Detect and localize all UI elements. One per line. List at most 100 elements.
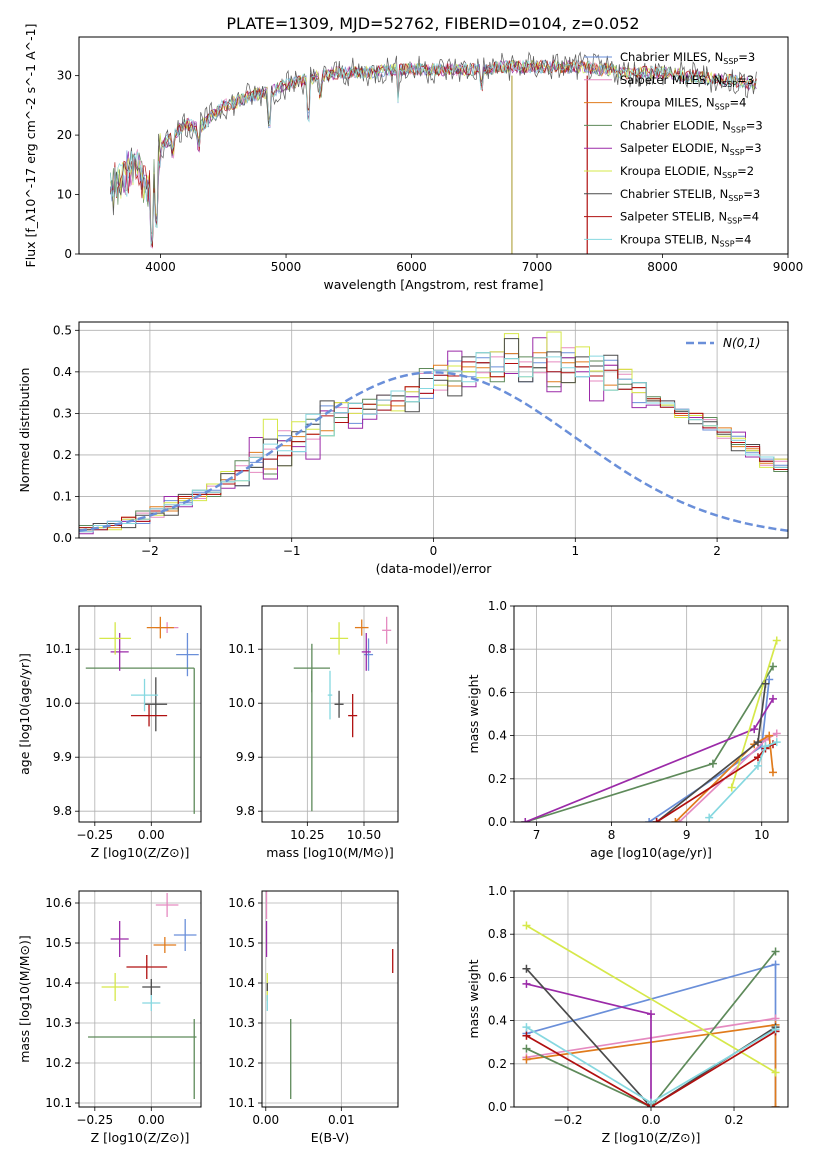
plot-area	[293, 616, 392, 812]
y-tick-label: 10.4	[45, 976, 72, 990]
x-tick-label: 0.0	[641, 1113, 660, 1127]
legend-label-n: N	[721, 141, 730, 155]
legend-label: Chabrier STELIB, NSSP=3	[620, 187, 760, 203]
y-tick-label: 10.1	[228, 1096, 255, 1110]
legend-label-val: =3	[745, 141, 762, 155]
x-tick-label: 6000	[396, 260, 427, 274]
y-tick-label: 10.0	[228, 696, 255, 710]
x-tick-label: 10.25	[290, 828, 324, 842]
y-tick-label: 0.5	[53, 323, 72, 337]
mass-weight-marker-kroupa_miles	[768, 768, 777, 777]
x-tick-label: 0.00	[138, 1113, 165, 1127]
histogram-step-kroupa_miles	[79, 352, 788, 538]
spectrum-line-chabrier_miles	[110, 59, 613, 248]
y-tick-label: 0.2	[488, 1057, 507, 1071]
histogram-step-salpeter_elodie	[79, 337, 788, 538]
y-tick-label: 10	[57, 188, 72, 202]
legend-label: Chabrier ELODIE, NSSP=3	[620, 118, 763, 134]
mass-weight-marker-salpeter_elodie	[522, 979, 531, 988]
plot-area	[85, 616, 199, 814]
legend-label-val: =3	[746, 118, 763, 132]
age-vs-metallicity-plot: −0.25 0.00 9.8 9.9 10.0 10.1 Z [log10(Z/Z⊙)] ag…	[17, 605, 202, 860]
axes-frame	[261, 605, 399, 823]
y-tick-label: 0.8	[488, 642, 507, 656]
mass-weight-marker-kroupa_elodie	[772, 636, 781, 645]
y-tick-label: 0.6	[488, 970, 507, 984]
legend-label-sub: SSP	[728, 194, 743, 203]
x-tick-label: 8	[608, 828, 616, 842]
y-axis-label: Flux [f_λ10^-17 erg cm^-2 s^-1 A^-1]	[23, 24, 38, 268]
legend-label: Chabrier MILES, NSSP=3	[620, 50, 755, 66]
y-tick-label: 10.2	[228, 1056, 255, 1070]
x-tick-label: −0.2	[553, 1113, 582, 1127]
plot-area	[110, 51, 757, 254]
y-tick-label: 10.6	[45, 896, 72, 910]
mass-weight-marker-chabrier_elodie	[708, 759, 717, 768]
legend-label-n: N	[722, 118, 731, 132]
mass-weight-marker-salpeter_stelib	[522, 1031, 531, 1040]
x-axis-label: (data-model)/error	[376, 561, 493, 576]
x-axis-label: mass [log10(M/M⊙)]	[266, 845, 394, 860]
x-tick-label: −2	[141, 544, 159, 558]
y-axis-label: mass weight	[466, 959, 481, 1038]
x-tick-label: 0.00	[252, 1113, 279, 1127]
legend-label-n: N	[715, 50, 724, 64]
y-tick-label: 0.1	[53, 489, 72, 503]
legend-label-n: N	[713, 164, 722, 178]
legend-label-val: =4	[742, 210, 759, 224]
x-tick-label: 9	[683, 828, 691, 842]
y-tick-label: 10.5	[45, 936, 72, 950]
x-tick-label: 8000	[647, 260, 678, 274]
axes-frame	[261, 890, 399, 1108]
y-tick-label: 0.0	[488, 815, 507, 829]
legend-label-sub: SSP	[715, 103, 730, 112]
legend-label-sub: SSP	[723, 57, 738, 66]
mass-weight-marker-kroupa_elodie	[771, 1068, 780, 1077]
residual-histogram-plot: −2 −1 0 1 2 0.0 0.1 0.2 0.3 0.4 0.5 (data-model)/er…	[17, 321, 789, 576]
spectrum-plot: 4000 5000 6000 7000 8000 9000 0 10 20 30 wavelengt…	[23, 24, 803, 292]
mass-weight-line-chabrier_elodie	[525, 666, 774, 822]
legend-label-sub: SSP	[722, 171, 737, 180]
legend-label: Kroupa MILES, NSSP=4	[620, 96, 747, 112]
y-axis-label: Normed distribution	[17, 368, 32, 493]
y-tick-label: 9.8	[53, 804, 72, 818]
y-tick-label: 0.4	[488, 729, 507, 743]
y-tick-label: 10.1	[228, 642, 255, 656]
legend-label-val: =3	[743, 187, 760, 201]
x-axis-label: Z [log10(Z/Z⊙)]	[602, 1130, 701, 1145]
legend-label-val: =4	[730, 96, 747, 110]
plot-area	[265, 891, 394, 1099]
legend-label: Salpeter ELODIE, NSSP=3	[620, 141, 762, 157]
x-axis-label: age [log10(age/yr)]	[590, 845, 712, 860]
x-tick-label: 10.50	[347, 828, 381, 842]
legend-label-val: =4	[735, 232, 752, 246]
mass-weight-marker-kroupa_miles	[771, 1103, 780, 1107]
legend-label: N(0,1)	[723, 336, 760, 350]
y-tick-label: 10.1	[45, 642, 72, 656]
x-tick-label: −0.25	[76, 828, 113, 842]
y-tick-label: 0.4	[53, 365, 72, 379]
plot-area	[79, 331, 788, 538]
mass-weight-marker-kroupa_miles	[671, 818, 680, 822]
mass-weight-marker-kroupa_stelib	[647, 1098, 655, 1107]
x-tick-label: 10	[754, 828, 769, 842]
mass-weight-marker-salpeter_elodie	[647, 1010, 655, 1019]
y-axis-label: mass [log10(M/M⊙)]	[17, 935, 32, 1063]
mass-weight-marker-salpeter_elodie	[750, 725, 759, 734]
y-tick-label: 9.8	[236, 804, 255, 818]
x-tick-label: 1	[571, 544, 579, 558]
mass-weight-marker-kroupa_stelib	[522, 1023, 531, 1032]
x-axis-label: Z [log10(Z/Z⊙)]	[91, 1130, 190, 1145]
y-tick-label: 10.2	[45, 1056, 72, 1070]
y-tick-label: 10.0	[45, 696, 72, 710]
x-tick-label: 0	[430, 544, 438, 558]
x-tick-label: 4000	[145, 260, 176, 274]
mass-weight-line-kroupa_elodie	[730, 640, 778, 788]
y-tick-label: 9.9	[53, 750, 72, 764]
y-tick-label: 1.0	[488, 884, 507, 898]
legend-label: Kroupa STELIB, NSSP=4	[620, 232, 751, 248]
mass-weight-marker-chabrier_stelib	[753, 738, 762, 747]
legend-label: Salpeter STELIB, NSSP=4	[620, 210, 759, 226]
y-tick-label: 10.4	[228, 976, 255, 990]
mass-weight-marker-kroupa_elodie	[727, 783, 736, 792]
